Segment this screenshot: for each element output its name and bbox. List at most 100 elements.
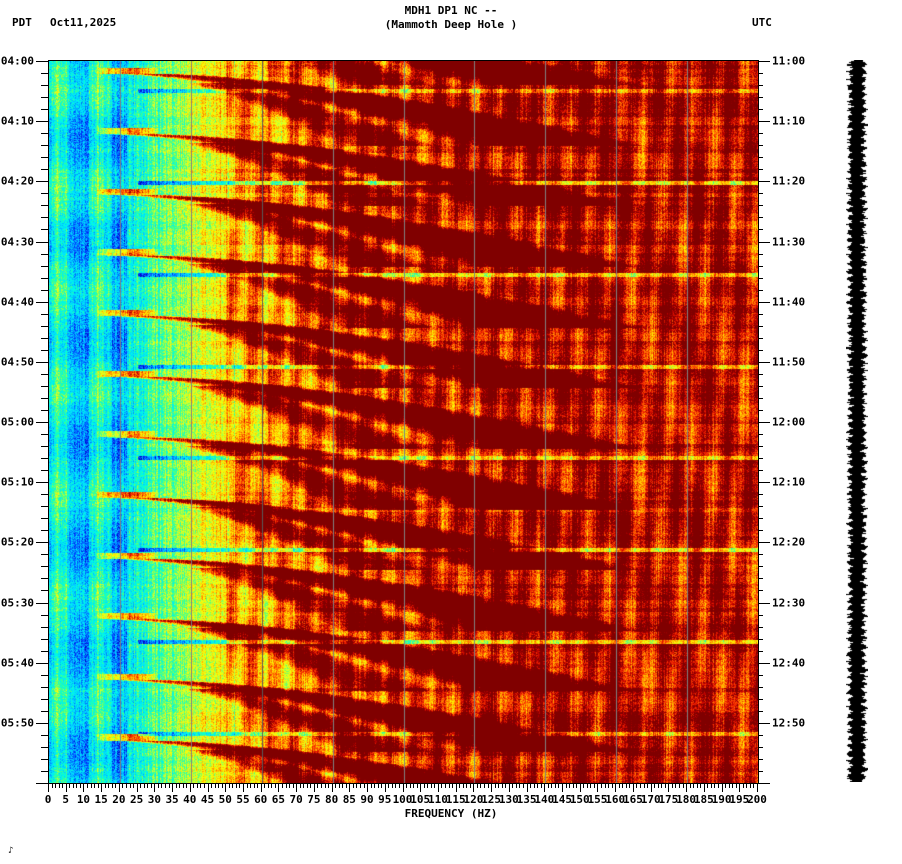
frequency-axis-minor-tick [292,783,294,788]
frequency-axis-minor-tick [388,783,390,788]
frequency-axis-minor-tick [129,783,131,788]
right-axis-tick-label: 11:30 [772,235,806,248]
left-axis-minor-tick [41,518,48,520]
left-axis-minor-tick [41,446,48,448]
frequency-axis-minor-tick [140,783,142,788]
left-axis-tick-label: 05:10 [0,475,34,489]
right-axis-minor-tick [758,506,763,508]
left-axis-major-tick [36,602,48,604]
right-axis-minor-tick [758,470,763,472]
spectrogram-plot[interactable] [48,60,759,784]
left-axis-tick-label: 05:00 [0,415,34,429]
frequency-axis-minor-tick [324,783,326,788]
frequency-axis-minor-tick [629,783,631,788]
frequency-axis-minor-tick [696,783,698,788]
left-axis-minor-tick [41,626,48,628]
right-axis-minor-tick [758,73,763,75]
frequency-axis-major-tick [739,783,741,792]
left-axis-major-tick [36,121,48,123]
frequency-axis-minor-tick [601,783,603,788]
right-axis-minor-tick [758,626,763,628]
frequency-axis-minor-tick [554,783,556,788]
right-axis-major-tick [758,361,770,363]
frequency-axis-minor-tick [359,783,361,788]
frequency-axis-minor-tick [693,783,695,788]
frequency-axis-tick-label: 195 [729,793,750,806]
frequency-axis-major-tick [136,783,138,792]
frequency-axis-minor-tick [700,783,702,788]
frequency-axis-minor-tick [289,783,291,788]
left-axis-minor-tick [41,85,48,87]
frequency-axis-tick-label: 155 [587,793,608,806]
frequency-axis-minor-tick [253,783,255,788]
frequency-axis-minor-tick [186,783,188,788]
left-time-axis: 04:00 04:10 04:20 04:30 04:40 04:50 05:00 05:10… [0,55,48,784]
right-axis-minor-tick [758,446,763,448]
right-axis-major-tick [758,301,770,303]
frequency-axis-minor-tick [558,783,560,788]
right-axis-tick-label: 12:50 [772,716,806,730]
frequency-axis-minor-tick [175,783,177,788]
frequency-axis-minor-tick [547,783,549,788]
frequency-axis-tick-label: 70 [289,793,303,806]
frequency-axis-minor-tick [264,783,266,788]
frequency-axis-tick-label: 10 [76,793,91,806]
frequency-axis-minor-tick [679,783,680,788]
frequency-axis: FREQUENCY (HZ) 0 5 10 15 20 25 30 35 40 45 50 55 60 6… [0,783,902,823]
frequency-axis-minor-tick [625,783,627,788]
left-axis-minor-tick [41,554,48,556]
frequency-axis-minor-tick [469,783,471,788]
frequency-axis-minor-tick [427,783,429,788]
frequency-axis-tick-label: 135 [516,793,537,806]
frequency-axis-minor-tick [338,783,340,788]
left-axis-major-tick [36,662,48,664]
frequency-axis-minor-tick [590,783,592,788]
left-axis-minor-tick [41,229,48,231]
left-axis-minor-tick [41,289,48,291]
left-axis-major-tick [36,542,48,544]
frequency-axis-minor-tick [622,783,624,788]
frequency-axis-minor-tick [569,783,571,788]
right-axis-minor-tick [758,409,763,411]
right-axis-minor-tick [758,145,763,147]
right-axis-minor-tick [758,313,763,315]
right-axis-major-tick [758,482,770,484]
frequency-axis-minor-tick [505,783,507,788]
frequency-axis-minor-tick [345,783,347,788]
left-axis-minor-tick [41,265,48,267]
left-axis-minor-tick [41,590,48,592]
frequency-axis-major-tick [703,783,705,792]
left-axis-minor-tick [41,157,48,159]
frequency-axis-minor-tick [459,783,461,788]
frequency-axis-minor-tick [423,783,425,788]
frequency-axis-major-tick [331,783,333,792]
frequency-axis-major-tick [508,783,510,792]
right-axis-tick-label: 11:00 [772,54,806,68]
left-axis-major-tick [36,61,48,62]
frequency-axis-minor-tick [746,783,748,788]
left-axis-minor-tick [41,506,48,508]
frequency-axis-tick-label: 170 [640,793,661,806]
frequency-axis-minor-tick [434,783,436,788]
frequency-axis-major-tick [544,783,546,792]
frequency-axis-minor-tick [143,783,145,788]
frequency-axis-minor-tick [462,783,464,788]
frequency-axis-tick-label: 45 [200,793,215,806]
frequency-axis-minor-tick [537,783,539,788]
right-axis-minor-tick [758,205,763,207]
frequency-axis-major-tick [189,783,191,792]
right-axis-tick-label: 11:20 [772,174,806,188]
left-axis-minor-tick [41,434,48,436]
frequency-axis-major-tick [172,783,174,792]
frequency-axis-minor-tick [565,783,567,788]
frequency-axis-minor-tick [377,783,379,788]
frequency-axis-minor-tick [640,783,641,788]
frequency-axis-minor-tick [576,783,578,788]
frequency-axis-minor-tick [133,783,135,788]
left-axis-minor-tick [41,770,48,772]
frequency-axis-minor-tick [661,783,663,788]
right-axis-minor-tick [758,458,763,460]
frequency-axis-minor-tick [196,783,198,788]
right-axis-tick-label: 12:00 [772,415,806,429]
right-time-axis: 11:00 11:10 11:20 11:30 11:40 11:50 12:00 12:10… [758,55,902,784]
